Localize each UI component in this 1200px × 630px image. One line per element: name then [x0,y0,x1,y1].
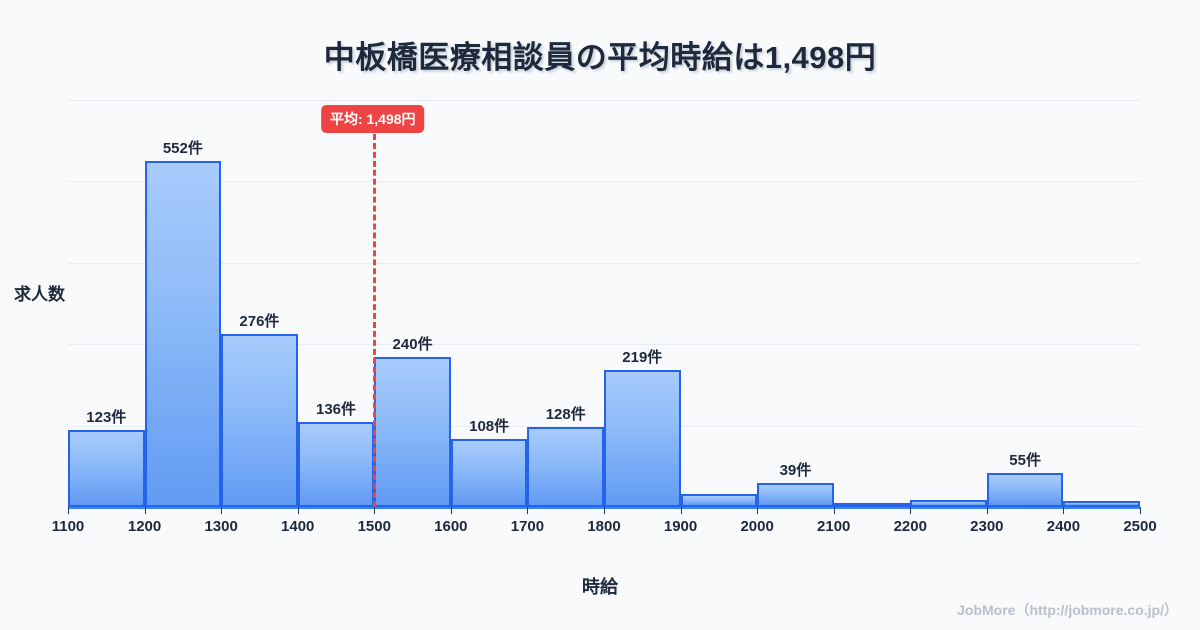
bar-value-label: 240件 [392,335,433,353]
x-axis-tick [1063,507,1065,514]
bar-value-label: 39件 [779,461,812,479]
x-axis-tick-label: 1200 [127,518,162,535]
bar-value-label: 123件 [86,408,127,426]
bar[interactable] [910,500,987,507]
bar[interactable] [374,356,451,507]
x-axis-tick-label: 1400 [281,518,315,535]
bar-value-label: 108件 [469,418,510,436]
bar-value-label: 136件 [315,400,357,418]
x-axis-label: 時給 [582,577,618,597]
bar[interactable] [68,429,145,507]
gridline [68,181,1140,183]
bar-value-label: 276件 [239,313,280,331]
x-axis-tick-label: 2300 [970,518,1004,535]
x-axis-tick [221,507,223,514]
gridline [68,344,1140,346]
x-axis-tick [374,507,376,514]
x-axis-tick [986,507,988,514]
average-line [372,134,376,507]
x-axis-tick [297,507,299,514]
x-axis-tick [527,507,529,514]
x-axis-tick-label: 2400 [1046,518,1081,535]
x-axis-tick [1140,507,1141,514]
x-axis-tick-label: 1100 [51,518,85,535]
x-axis-tick-label: 2200 [893,518,927,535]
bar[interactable] [680,494,758,507]
bar-value-label: 219件 [622,348,663,366]
x-axis-tick [450,507,452,514]
bar[interactable] [450,439,528,507]
bar[interactable] [986,472,1064,507]
bar[interactable] [144,161,222,507]
bar-value-label: 552件 [162,140,203,158]
x-axis-tick-label: 1700 [510,518,545,535]
bar-value-label: 128件 [545,405,586,423]
x-axis-tick-label: 2000 [740,518,774,535]
x-axis-tick [604,507,605,514]
x-axis-tick [833,507,835,514]
x-axis-tick-label: 1500 [357,518,391,535]
x-axis-tick [757,507,759,514]
x-axis-tick-label: 1300 [204,518,238,535]
bar[interactable] [604,369,681,507]
x-axis-tick [910,507,912,514]
bar-value-label: 55件 [1009,451,1041,469]
bar[interactable] [221,334,298,507]
x-axis-tick [680,507,682,514]
gridline [68,262,1140,264]
bar[interactable] [757,482,834,507]
bar[interactable] [833,503,911,508]
watermark: JobMore（http://jobmore.co.jp/） [957,602,1178,618]
x-axis-tick [144,507,146,514]
x-axis-tick-label: 1600 [434,518,468,535]
x-axis-tick-label: 2500 [1123,518,1157,535]
x-axis-tick-label: 1800 [587,518,621,535]
x-axis-tick-label: 1900 [663,518,698,535]
page-title: 中板橋医療相談員の平均時給は1,498円 [323,40,877,75]
bar[interactable] [297,421,375,507]
x-axis-tick [68,507,69,514]
bar[interactable] [1063,500,1140,507]
gridline [68,100,1140,101]
y-axis-label: 求人数 [14,285,65,304]
bar[interactable] [527,426,604,507]
x-axis-tick-label: 2100 [817,518,851,535]
average-badge: 平均: 1,498円 [320,105,425,133]
